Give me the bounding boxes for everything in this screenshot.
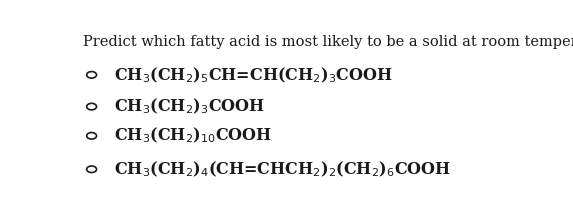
- Text: Predict which fatty acid is most likely to be a solid at room temperature.: Predict which fatty acid is most likely …: [83, 35, 573, 49]
- Text: CH$_3$(CH$_2$)$_5$CH=CH(CH$_2$)$_3$COOH: CH$_3$(CH$_2$)$_5$CH=CH(CH$_2$)$_3$COOH: [114, 65, 393, 85]
- Text: CH$_3$(CH$_2$)$_4$(CH=CHCH$_2$)$_2$(CH$_2$)$_6$COOH: CH$_3$(CH$_2$)$_4$(CH=CHCH$_2$)$_2$(CH$_…: [114, 160, 451, 179]
- Text: CH$_3$(CH$_2$)$_{10}$COOH: CH$_3$(CH$_2$)$_{10}$COOH: [114, 126, 272, 145]
- Text: CH$_3$(CH$_2$)$_3$COOH: CH$_3$(CH$_2$)$_3$COOH: [114, 97, 265, 116]
